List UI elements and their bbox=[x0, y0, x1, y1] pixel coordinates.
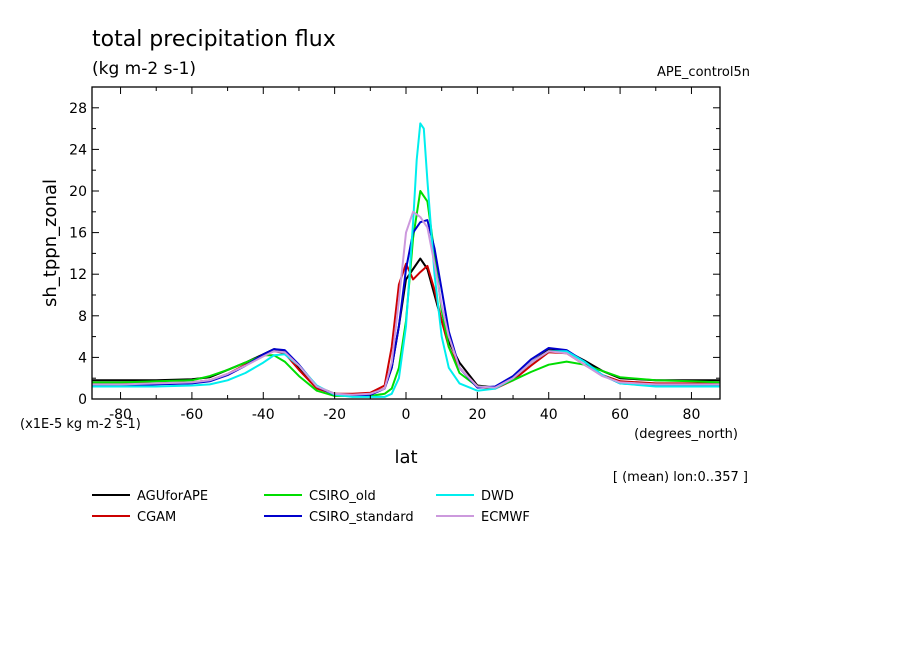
legend-label: AGUforAPE bbox=[137, 489, 208, 504]
y-scale-note: (x1E-5 kg m-2 s-1) bbox=[20, 417, 141, 432]
legend-label: CSIRO_standard bbox=[309, 510, 414, 525]
x-tick-label: -40 bbox=[252, 407, 275, 423]
x-tick-label: -80 bbox=[109, 407, 132, 423]
mean-annotation: [ (mean) lon:0..357 ] bbox=[613, 470, 748, 485]
plot-frame bbox=[91, 86, 721, 400]
x-tick-label: 0 bbox=[402, 407, 411, 423]
dataset-label: APE_control5n bbox=[657, 65, 750, 80]
legend-label: DWD bbox=[481, 489, 514, 504]
legend: AGUforAPE CGAM CSIRO_old CSIRO_standard DWD E… bbox=[92, 489, 530, 525]
legend-label: ECMWF bbox=[481, 510, 530, 525]
plot-lines bbox=[92, 122, 721, 398]
y-axis-label: sh_tppn_zonal bbox=[40, 179, 61, 307]
y-tick-label: 24 bbox=[69, 142, 87, 158]
y-tick-label: 20 bbox=[69, 184, 87, 200]
x-tick-label: 40 bbox=[540, 407, 558, 423]
chart-title: total precipitation flux bbox=[92, 27, 336, 52]
y-tick-label: 4 bbox=[78, 350, 87, 366]
y-tick-label: 16 bbox=[69, 226, 87, 242]
series-line-5 bbox=[92, 210, 720, 396]
x-tick-label: 60 bbox=[611, 407, 629, 423]
y-tick-label: 12 bbox=[69, 267, 87, 283]
axis-ticks: -80 -60 -40 -20 0 20 40 60 80 0 4 8 12 16 20 24 28 bbox=[69, 87, 720, 423]
chart-subtitle: (kg m-2 s-1) bbox=[92, 59, 196, 79]
y-tick-label: 28 bbox=[69, 101, 87, 117]
x-tick-label: -60 bbox=[180, 407, 203, 423]
y-tick-label: 8 bbox=[78, 309, 87, 325]
x-units-label: (degrees_north) bbox=[634, 427, 738, 442]
series-line-4 bbox=[92, 122, 720, 398]
legend-label: CSIRO_old bbox=[309, 489, 376, 504]
x-tick-label: 80 bbox=[683, 407, 701, 423]
x-tick-label: -20 bbox=[323, 407, 346, 423]
x-axis-label: lat bbox=[394, 447, 417, 468]
y-tick-label: 0 bbox=[78, 392, 87, 408]
x-tick-label: 20 bbox=[468, 407, 486, 423]
legend-label: CGAM bbox=[137, 510, 176, 525]
series-line-3 bbox=[92, 219, 720, 397]
series-line-2 bbox=[92, 190, 721, 397]
